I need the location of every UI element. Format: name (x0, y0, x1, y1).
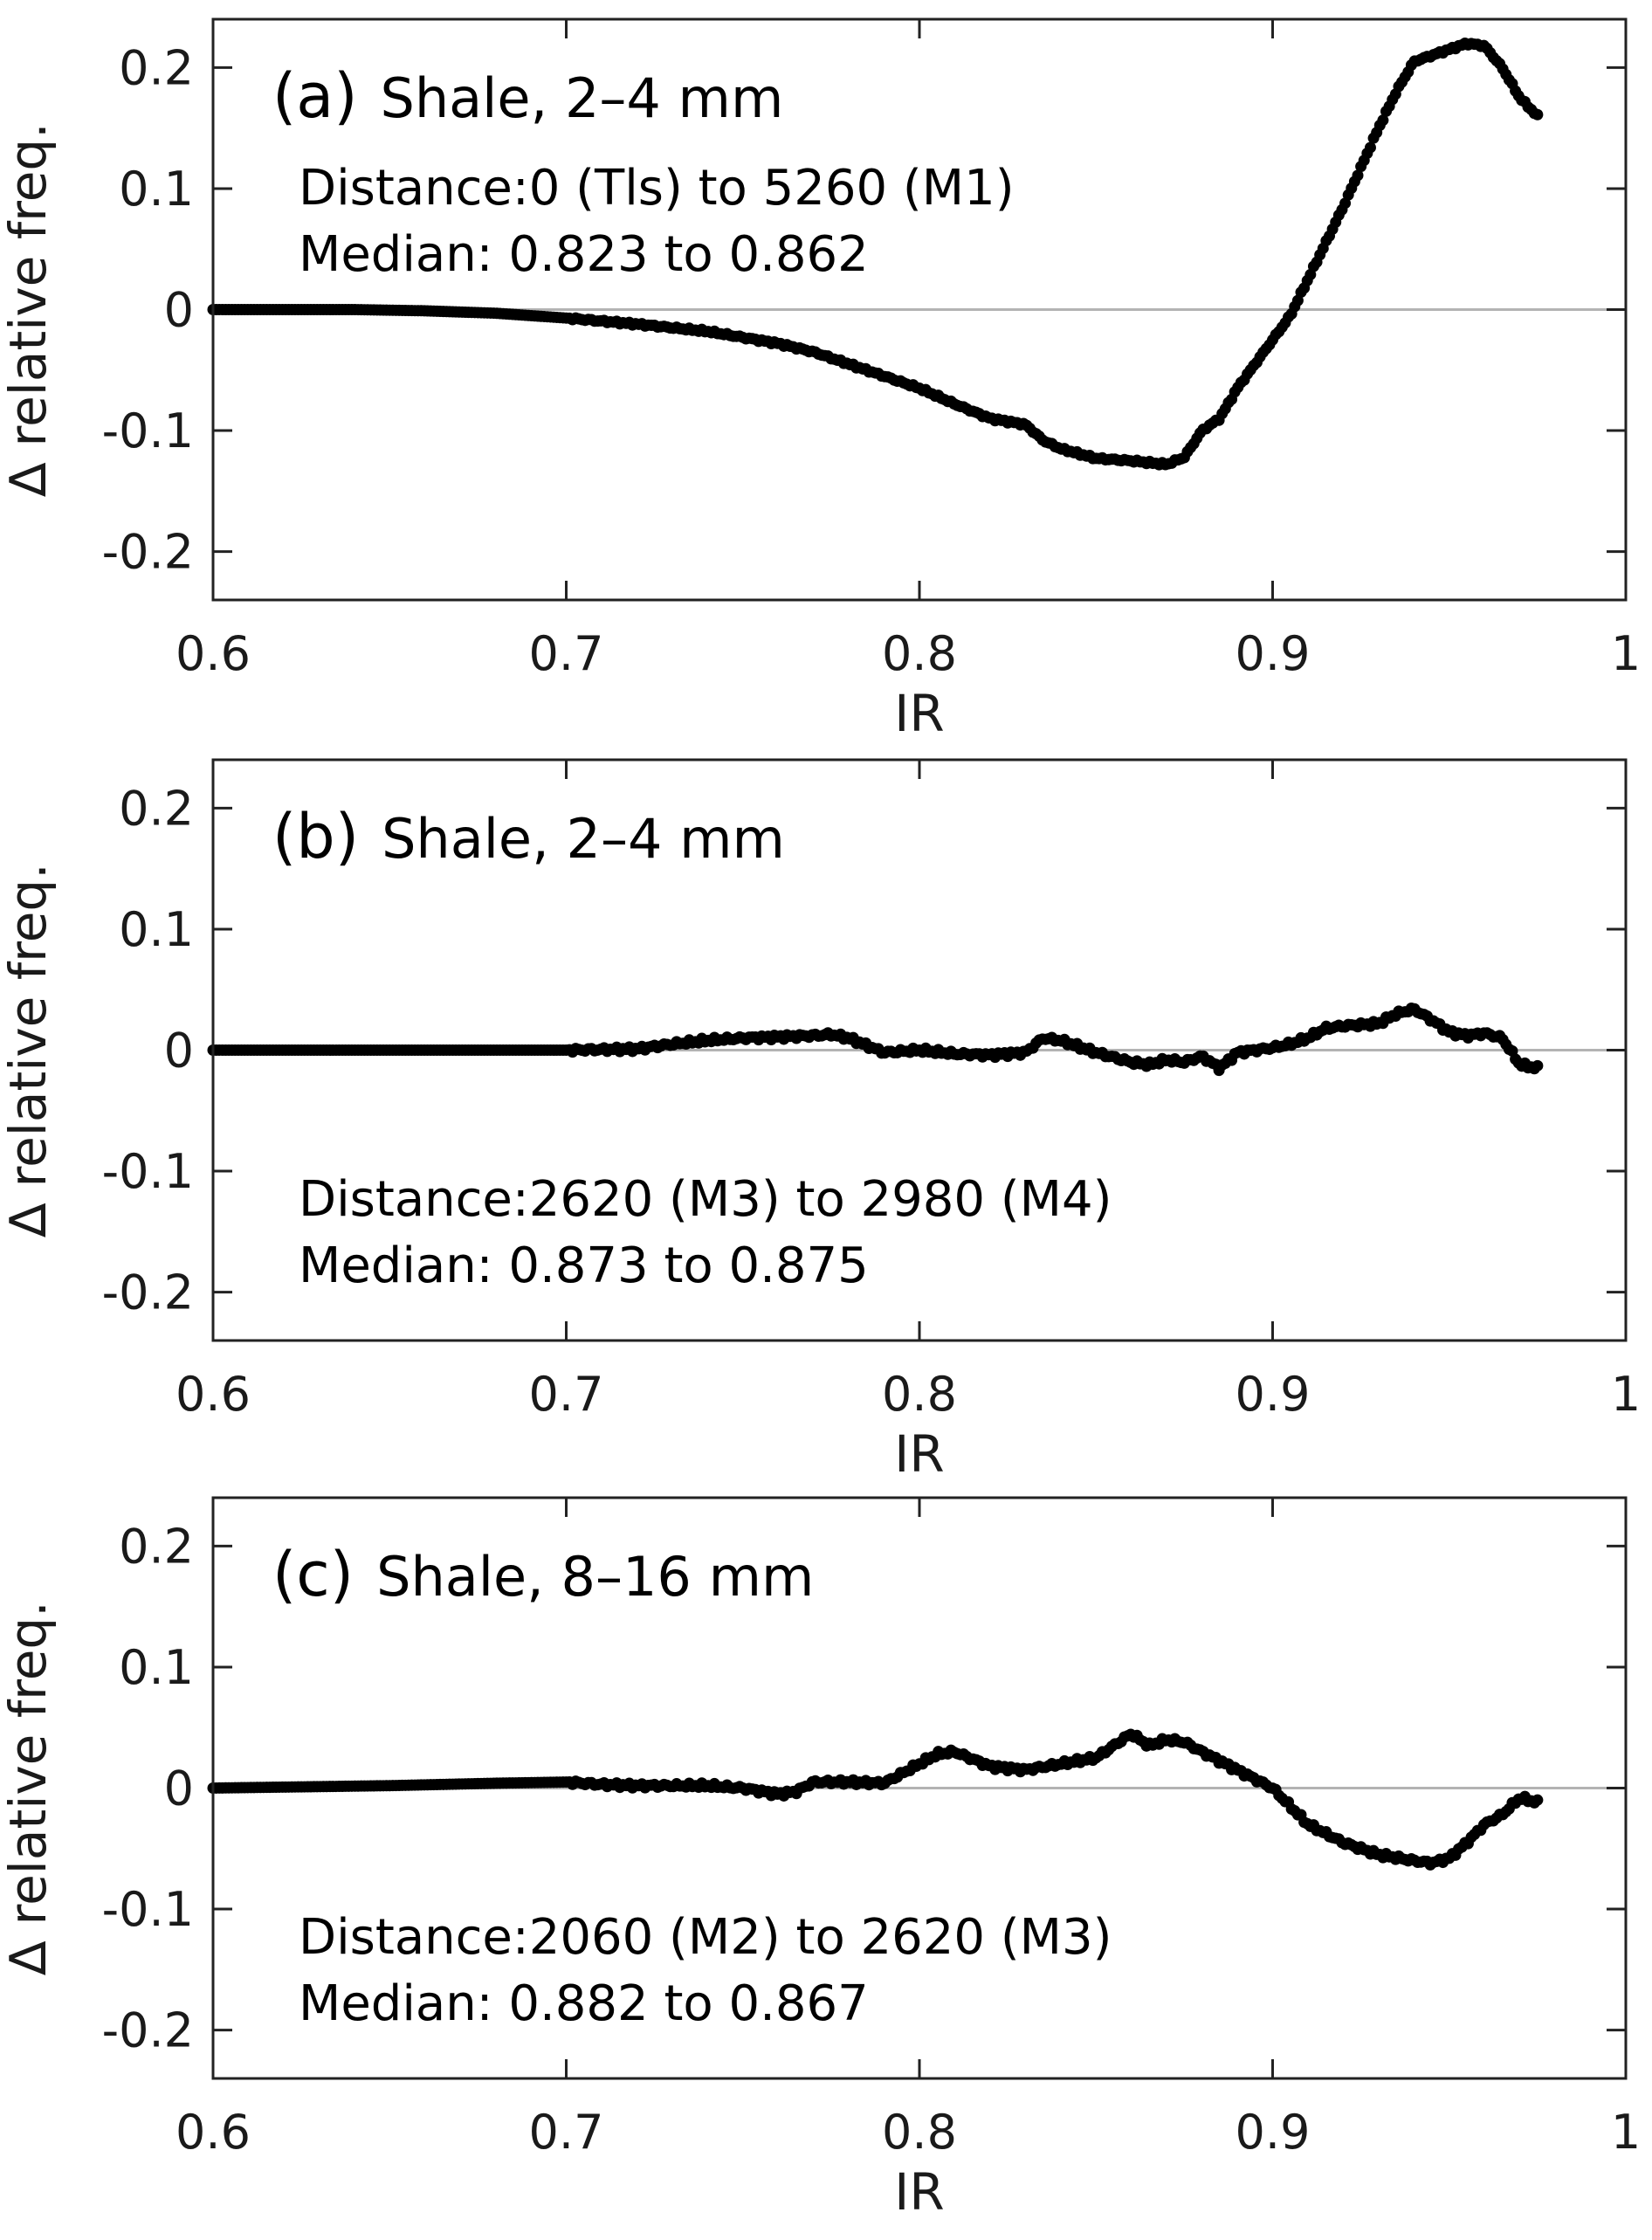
x-tick-label: 0.8 (882, 626, 957, 681)
y-axis-label: ∆ relative freq. (0, 863, 58, 1237)
x-tick-label: 0.9 (1236, 1367, 1311, 1422)
annotation-line: Median: 0.823 to 0.862 (299, 226, 869, 283)
panel-b: 0.6 0.7 0.8 0.9 1 -0.2 -0.1 0 0.1 0.2 IR ∆ relative… (0, 758, 1641, 1484)
panel-title: (a) Shale, 2–4 mm (272, 60, 783, 132)
panel-a: 0.6 0.7 0.8 0.9 1 -0.2 -0.1 0 0.1 0.2 IR ∆ relative… (0, 17, 1641, 743)
panel-tag: (a) (272, 60, 358, 132)
x-tick-label: 1 (1611, 2105, 1641, 2160)
x-tick-label: 0.7 (529, 2105, 604, 2160)
x-axis-label: IR (894, 1424, 944, 1484)
x-tick-label: 0.9 (1236, 2105, 1311, 2160)
y-tick-label: -0.2 (102, 2003, 194, 2058)
annotation-line: Median: 0.882 to 0.867 (299, 1975, 869, 2032)
x-tick-label: 0.6 (176, 2105, 251, 2160)
annotation-line: Median: 0.873 to 0.875 (299, 1237, 869, 1294)
panel-title-text: Shale, 2–4 mm (381, 66, 784, 130)
panel-title: (c) Shale, 8–16 mm (272, 1539, 814, 1610)
y-tick-label: 0.1 (119, 162, 194, 217)
data-point (1364, 141, 1376, 154)
panel-c: 0.6 0.7 0.8 0.9 1 -0.2 -0.1 0 0.1 0.2 IR ∆ relative… (0, 1496, 1641, 2222)
series-points (207, 1728, 1544, 1871)
annotation-line: Distance:0 (Tls) to 5260 (M1) (299, 160, 1015, 217)
data-point (1532, 108, 1544, 121)
x-axis-label: IR (894, 684, 944, 743)
plot-frame (211, 758, 1628, 1342)
panel-title-text: Shale, 2–4 mm (382, 807, 785, 871)
x-tick-label: 1 (1611, 626, 1641, 681)
y-tick-label: -0.2 (102, 1265, 194, 1320)
plot-frame (211, 17, 1628, 602)
y-axis-label: ∆ relative freq. (0, 1601, 58, 1975)
panel-title: (b) Shale, 2–4 mm (272, 801, 785, 872)
annotation-line: Distance:2620 (M3) to 2980 (M4) (299, 1171, 1112, 1228)
x-tick-label: 0.8 (882, 2105, 957, 2160)
panel-tag: (b) (272, 801, 359, 872)
x-axis-label: IR (894, 2162, 944, 2222)
x-tick-label: 0.7 (529, 626, 604, 681)
y-tick-label: 0.2 (119, 1519, 194, 1574)
annotation-line: Distance:2060 (M2) to 2620 (M3) (299, 1909, 1112, 1966)
x-tick-label: 0.9 (1236, 626, 1311, 681)
y-tick-label: 0 (164, 1761, 194, 1816)
y-tick-label: 0 (164, 1024, 194, 1079)
x-tick-label: 0.8 (882, 1367, 957, 1422)
y-tick-label: 0 (164, 283, 194, 338)
y-tick-label: -0.1 (102, 1144, 194, 1199)
panel-title-text: Shale, 8–16 mm (376, 1545, 814, 1609)
x-tick-label: 0.6 (176, 1367, 251, 1422)
data-point (1532, 1794, 1544, 1806)
x-tick-label: 1 (1611, 1367, 1641, 1422)
x-tick-label: 0.7 (529, 1367, 604, 1422)
data-point (1377, 114, 1389, 127)
y-tick-label: -0.1 (102, 403, 194, 458)
y-tick-label: -0.2 (102, 525, 194, 580)
y-tick-label: -0.1 (102, 1882, 194, 1937)
panel-tag: (c) (272, 1539, 354, 1610)
y-tick-label: 0.1 (119, 1640, 194, 1695)
y-tick-label: 0.2 (119, 781, 194, 836)
x-tick-label: 0.6 (176, 626, 251, 681)
series-points (207, 1003, 1544, 1077)
plot-frame (211, 1496, 1628, 2080)
y-tick-label: 0.1 (119, 902, 194, 957)
data-point (1352, 169, 1364, 182)
data-point (1532, 1059, 1544, 1072)
y-tick-label: 0.2 (119, 40, 194, 95)
series-points (207, 37, 1544, 471)
y-axis-label: ∆ relative freq. (0, 122, 58, 497)
